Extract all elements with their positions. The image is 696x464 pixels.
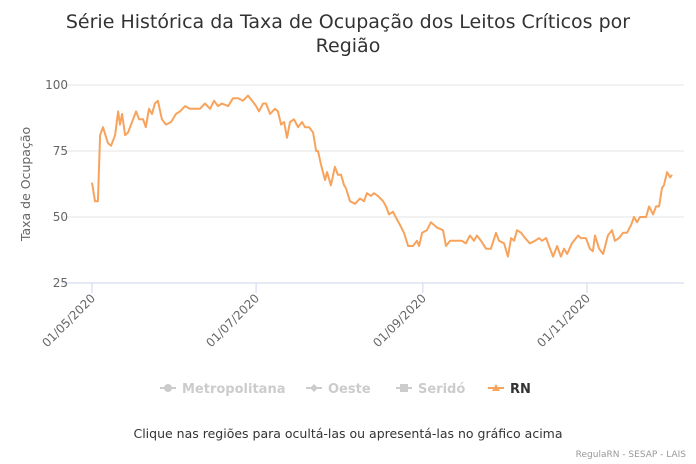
chart-title-line-2: Região bbox=[316, 35, 381, 57]
triangle-marker-icon bbox=[492, 384, 500, 391]
series-line-rn bbox=[91, 94, 673, 258]
x-tick-label: 01/07/2020 bbox=[203, 291, 262, 350]
legend-item-rn[interactable]: RN bbox=[488, 382, 531, 397]
x-axis-ticks: 01/05/2020 01/07/2020 01/09/2020 01/11/2020 bbox=[39, 283, 593, 350]
legend: Metropolitana Oeste Seridó RN bbox=[160, 382, 531, 397]
y-tick-label: 25 bbox=[53, 276, 68, 290]
y-axis-ticks: 25 50 75 100 bbox=[45, 78, 68, 290]
legend-label: Metropolitana bbox=[182, 382, 285, 397]
legend-item-metropolitana[interactable]: Metropolitana bbox=[160, 382, 285, 397]
credit-text: RegulaRN - SESAP - LAIS bbox=[576, 450, 687, 460]
legend-label: RN bbox=[510, 382, 531, 397]
legend-label: Oeste bbox=[328, 382, 371, 397]
square-marker-icon bbox=[400, 384, 408, 392]
chart-title-line-1: Série Histórica da Taxa de Ocupação dos … bbox=[66, 11, 630, 33]
y-axis-label: Taxa de Ocupação bbox=[18, 127, 33, 242]
x-tick-label: 01/05/2020 bbox=[39, 291, 98, 350]
grid-lines bbox=[62, 84, 684, 284]
chart-caption: Clique nas regiões para ocultá-las ou ap… bbox=[133, 426, 562, 441]
legend-item-serido[interactable]: Seridó bbox=[396, 382, 465, 397]
series-layer bbox=[91, 94, 673, 258]
x-tick-label: 01/11/2020 bbox=[534, 291, 593, 350]
x-tick-label: 01/09/2020 bbox=[370, 291, 429, 350]
y-tick-label: 50 bbox=[53, 210, 68, 224]
diamond-marker-icon bbox=[310, 384, 318, 392]
y-tick-label: 100 bbox=[45, 78, 68, 92]
legend-item-oeste[interactable]: Oeste bbox=[306, 382, 371, 397]
y-tick-label: 75 bbox=[53, 144, 68, 158]
circle-marker-icon bbox=[164, 384, 172, 392]
legend-label: Seridó bbox=[418, 382, 465, 397]
